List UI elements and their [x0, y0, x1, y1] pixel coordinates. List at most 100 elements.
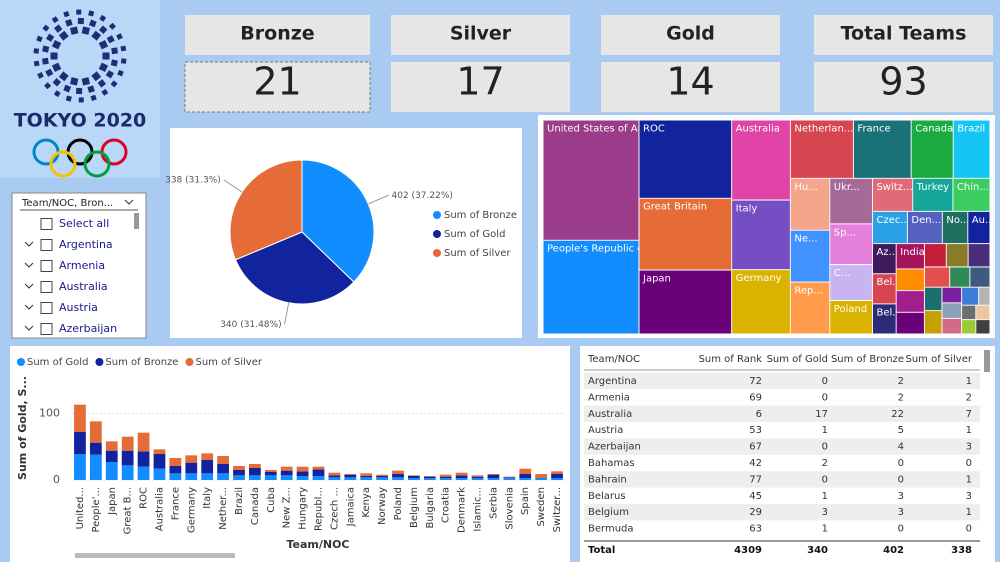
expand-chevron[interactable]: [24, 304, 34, 310]
card-value-box: [814, 62, 993, 112]
emblem-square: [77, 17, 84, 25]
emblem-square: [97, 79, 107, 88]
bar-segment: [217, 456, 229, 464]
emblem-square: [70, 77, 79, 86]
bar-segment: [360, 476, 373, 478]
emblem-square: [42, 45, 50, 53]
slicer-item[interactable]: Armenia: [59, 259, 105, 272]
treemap-rect: [896, 268, 925, 291]
expand-chevron[interactable]: [24, 325, 34, 331]
bar-segment: [487, 474, 500, 475]
bar-segment: [439, 478, 452, 480]
bar-segment: [217, 464, 229, 474]
bar-segment: [455, 472, 468, 476]
bar-segment: [249, 468, 261, 476]
treemap-tile: [896, 268, 925, 291]
bar-segment: [487, 474, 500, 478]
emblem-square: [58, 30, 69, 41]
pie-chart: 402 (37.22%) Sum of Bronze 340 (31.48%) Sum…: [165, 159, 517, 330]
slicer[interactable]: Team/NOC, Bron... Select all Argentina Arme…: [20, 198, 139, 335]
emblem-square: [117, 69, 124, 77]
table-scrollbar[interactable]: [984, 350, 990, 372]
treemap-rect: [731, 120, 791, 201]
expand-chevron[interactable]: [24, 283, 34, 289]
emblem-square: [46, 33, 55, 42]
checkbox[interactable]: [40, 281, 53, 293]
table-cell: 0: [822, 474, 828, 485]
emblem-square: [87, 85, 95, 93]
bar-segment: [185, 473, 198, 480]
card-value-box: [601, 62, 780, 112]
slicer-item[interactable]: Select all: [59, 217, 109, 230]
bar-segment: [392, 477, 404, 480]
card-label: Gold: [666, 23, 715, 45]
emblem-square: [41, 57, 49, 65]
treemap-rect: [924, 287, 942, 311]
treemap-rect: [543, 240, 639, 334]
slicer-item[interactable]: Argentina: [59, 238, 113, 251]
bar-segment: [137, 432, 150, 452]
table-cell: 0: [898, 474, 904, 485]
pie-slice: [301, 159, 375, 283]
bar-segment: [89, 421, 102, 443]
bar-segment: [89, 442, 102, 455]
bar-segment: [233, 466, 245, 470]
checkbox[interactable]: [40, 323, 53, 335]
expand-chevron[interactable]: [24, 262, 34, 268]
slicer-scrollbar[interactable]: [134, 213, 139, 229]
table-cell: 3: [966, 491, 972, 502]
x-tick-label: Italy: [202, 487, 213, 509]
table-cell: Austria: [588, 425, 623, 436]
bar-segment: [201, 453, 214, 460]
treemap-rect: [946, 243, 969, 267]
checkbox[interactable]: [40, 260, 53, 272]
table-cell: 77: [749, 474, 762, 485]
x-tick-label: Australia: [154, 487, 165, 531]
treemap-tile: India: [896, 243, 925, 269]
emblem-square: [53, 90, 61, 98]
slicer-item[interactable]: Australia: [59, 280, 108, 293]
treemap-tile: No...: [942, 211, 968, 244]
bar-segment: [121, 436, 134, 451]
bar-segment: [312, 476, 325, 480]
treemap-tile: [949, 266, 970, 288]
treemap-rect: [872, 211, 908, 244]
emblem-square: [111, 47, 119, 55]
bar-segment: [328, 475, 341, 478]
pie-slice: [234, 231, 355, 305]
x-tick-label: Denmark: [457, 487, 468, 533]
row-band: [584, 471, 980, 488]
leader-line: [223, 179, 243, 193]
checkbox[interactable]: [40, 218, 53, 230]
bar-segment: [519, 468, 532, 474]
table-cell: Belgium: [588, 507, 629, 518]
treemap-rect: [953, 120, 990, 179]
emblem-square: [37, 72, 44, 79]
treemap-rect: [961, 305, 976, 320]
expand-chevron[interactable]: [24, 241, 34, 247]
bar-segment: [503, 476, 516, 478]
treemap-rect: [896, 312, 925, 334]
treemap-tile: Ne...: [790, 230, 830, 283]
table-cell: Bahamas: [588, 458, 635, 469]
table-header: Team/NOC: [587, 354, 640, 365]
x-tick-label: Canada: [250, 487, 261, 525]
treemap-label: Italy: [736, 203, 758, 214]
treemap-rect: [829, 264, 873, 301]
treemap-rect: [638, 198, 732, 271]
x-tick-label: Brazil: [234, 487, 245, 515]
treemap-label: Chin...: [957, 182, 989, 193]
scrollbar[interactable]: [75, 553, 235, 558]
emblem-square: [105, 70, 114, 79]
treemap-tile: Az...: [872, 243, 897, 274]
checkbox[interactable]: [40, 302, 53, 314]
treemap-tile: Switz...: [872, 178, 913, 212]
treemap-rect: [829, 178, 873, 224]
card-label: Silver: [450, 23, 512, 45]
slicer-item[interactable]: Azerbaijan: [59, 322, 117, 335]
checkbox[interactable]: [40, 239, 53, 251]
y-tick-label: 0: [53, 473, 60, 486]
bar-chart: Sum of Gold Sum of Bronze Sum of Silver 0 10…: [16, 357, 565, 551]
slicer-item[interactable]: Austria: [59, 301, 98, 314]
